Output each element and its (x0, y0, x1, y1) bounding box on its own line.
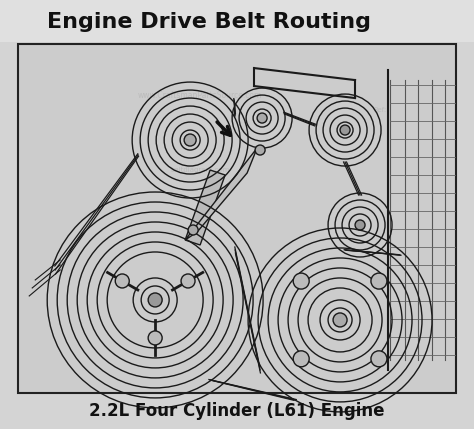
Circle shape (371, 273, 387, 289)
Text: Ref:: Ref: (374, 107, 387, 113)
Circle shape (371, 351, 387, 367)
Bar (18, 44, 456, 393)
Circle shape (293, 351, 309, 367)
Circle shape (257, 113, 267, 123)
Text: beltdiagram.com: beltdiagram.com (171, 167, 230, 173)
Circle shape (333, 313, 347, 327)
Bar (0, 0, 474, 42)
Circle shape (148, 331, 162, 345)
Text: www.CraftsmanPartsSource.com: www.CraftsmanPartsSource.com (138, 91, 262, 100)
Circle shape (184, 134, 196, 146)
Text: 2.2L Four Cylinder (L61) Engine: 2.2L Four Cylinder (L61) Engine (90, 402, 385, 420)
Text: Engine Drive Belt Routing: Engine Drive Belt Routing (46, 12, 371, 32)
Circle shape (340, 125, 350, 135)
Polygon shape (185, 148, 257, 240)
Circle shape (355, 220, 365, 230)
Polygon shape (185, 170, 225, 245)
Circle shape (115, 274, 129, 288)
Circle shape (255, 145, 265, 155)
Circle shape (181, 274, 195, 288)
Circle shape (293, 273, 309, 289)
Circle shape (148, 293, 162, 307)
Circle shape (188, 225, 198, 235)
